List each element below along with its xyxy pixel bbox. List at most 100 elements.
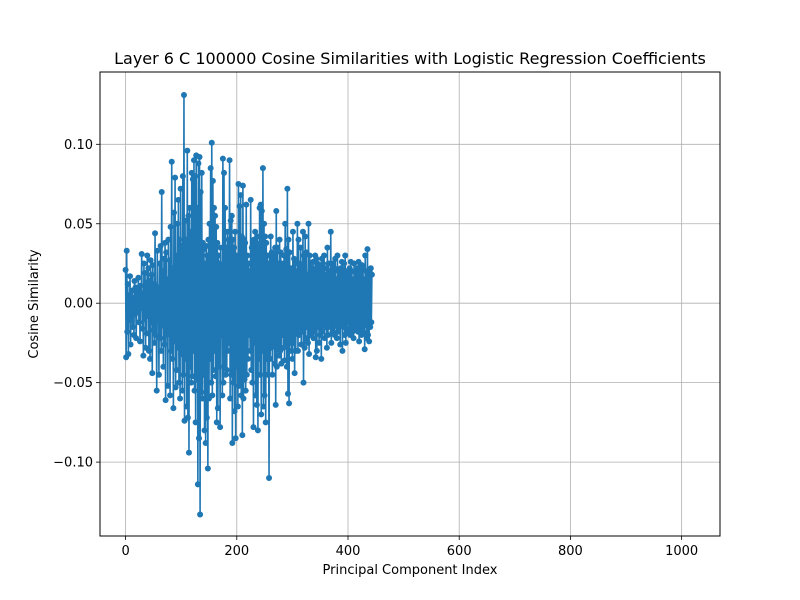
data-point xyxy=(350,335,357,342)
data-point xyxy=(283,363,290,370)
data-point xyxy=(332,319,339,326)
data-point xyxy=(318,355,325,362)
data-point xyxy=(286,249,293,256)
data-point xyxy=(367,265,374,272)
data-point xyxy=(234,255,241,262)
data-point xyxy=(228,212,235,219)
data-point xyxy=(281,357,288,364)
data-point xyxy=(290,339,297,346)
data-point xyxy=(288,347,295,354)
data-point xyxy=(157,243,164,249)
data-point xyxy=(251,339,258,346)
data-point xyxy=(146,277,153,284)
data-point xyxy=(185,449,192,456)
data-point xyxy=(368,319,375,326)
data-point xyxy=(184,414,191,421)
data-point xyxy=(174,220,181,227)
data-point xyxy=(236,203,243,210)
data-point xyxy=(214,405,221,412)
data-point xyxy=(168,158,175,165)
data-point xyxy=(333,335,340,342)
data-point xyxy=(249,379,256,386)
data-point xyxy=(360,328,367,335)
data-point xyxy=(135,274,142,281)
data-point xyxy=(253,239,260,246)
data-point xyxy=(210,204,217,211)
data-point xyxy=(208,139,215,146)
data-point xyxy=(286,400,293,407)
data-point xyxy=(178,351,185,358)
data-point xyxy=(334,328,341,335)
data-point xyxy=(169,355,176,362)
data-point xyxy=(304,271,311,278)
data-point xyxy=(352,319,359,326)
data-point xyxy=(223,366,230,373)
data-point xyxy=(154,317,161,324)
y-tick-label: 0.10 xyxy=(64,138,93,153)
data-point xyxy=(232,228,239,235)
data-point xyxy=(137,338,144,345)
data-point xyxy=(142,270,149,277)
data-point xyxy=(302,335,309,342)
data-point xyxy=(227,395,234,402)
data-point xyxy=(246,331,253,338)
data-point xyxy=(279,265,286,272)
data-point xyxy=(230,379,237,386)
data-point xyxy=(188,379,195,386)
data-point xyxy=(167,392,174,399)
data-point xyxy=(144,252,151,259)
data-point xyxy=(239,432,246,439)
data-point xyxy=(149,262,156,269)
data-point xyxy=(327,228,334,235)
data-point xyxy=(340,324,347,331)
data-point xyxy=(175,196,182,203)
data-point xyxy=(202,440,209,447)
data-point xyxy=(303,324,310,331)
series-cosine-similarity xyxy=(122,92,375,518)
data-point xyxy=(276,352,283,359)
data-point xyxy=(138,250,145,257)
data-point xyxy=(178,243,185,249)
data-point xyxy=(195,160,202,167)
data-point xyxy=(150,281,157,288)
series-line xyxy=(124,94,373,516)
data-point xyxy=(262,233,269,240)
data-point xyxy=(256,355,263,362)
data-point xyxy=(201,427,208,434)
data-point xyxy=(149,370,156,377)
data-point xyxy=(169,265,176,272)
data-point xyxy=(162,397,169,404)
data-point xyxy=(140,260,147,267)
data-point xyxy=(365,331,372,338)
data-point xyxy=(269,371,276,378)
data-point xyxy=(124,328,131,335)
data-point xyxy=(328,339,335,346)
data-point xyxy=(213,223,220,230)
data-point xyxy=(314,324,321,331)
data-point xyxy=(155,371,162,378)
data-point xyxy=(148,319,155,326)
data-point xyxy=(272,401,279,408)
data-point xyxy=(190,157,197,164)
data-point xyxy=(192,419,199,426)
data-point xyxy=(189,373,196,380)
data-point xyxy=(182,355,189,362)
data-point xyxy=(304,339,311,346)
data-point xyxy=(361,346,368,353)
data-point xyxy=(197,188,204,195)
data-point xyxy=(270,339,277,346)
data-point xyxy=(170,209,177,216)
data-point xyxy=(278,260,285,267)
data-point xyxy=(186,204,193,211)
data-point xyxy=(362,252,369,259)
data-point xyxy=(187,228,194,235)
data-point xyxy=(213,419,220,426)
data-point xyxy=(244,355,251,362)
data-point xyxy=(176,236,183,243)
data-point xyxy=(128,317,135,324)
data-point xyxy=(177,395,184,402)
data-point xyxy=(293,268,300,275)
data-point xyxy=(152,230,159,237)
data-point xyxy=(252,228,259,235)
data-point xyxy=(150,327,157,334)
